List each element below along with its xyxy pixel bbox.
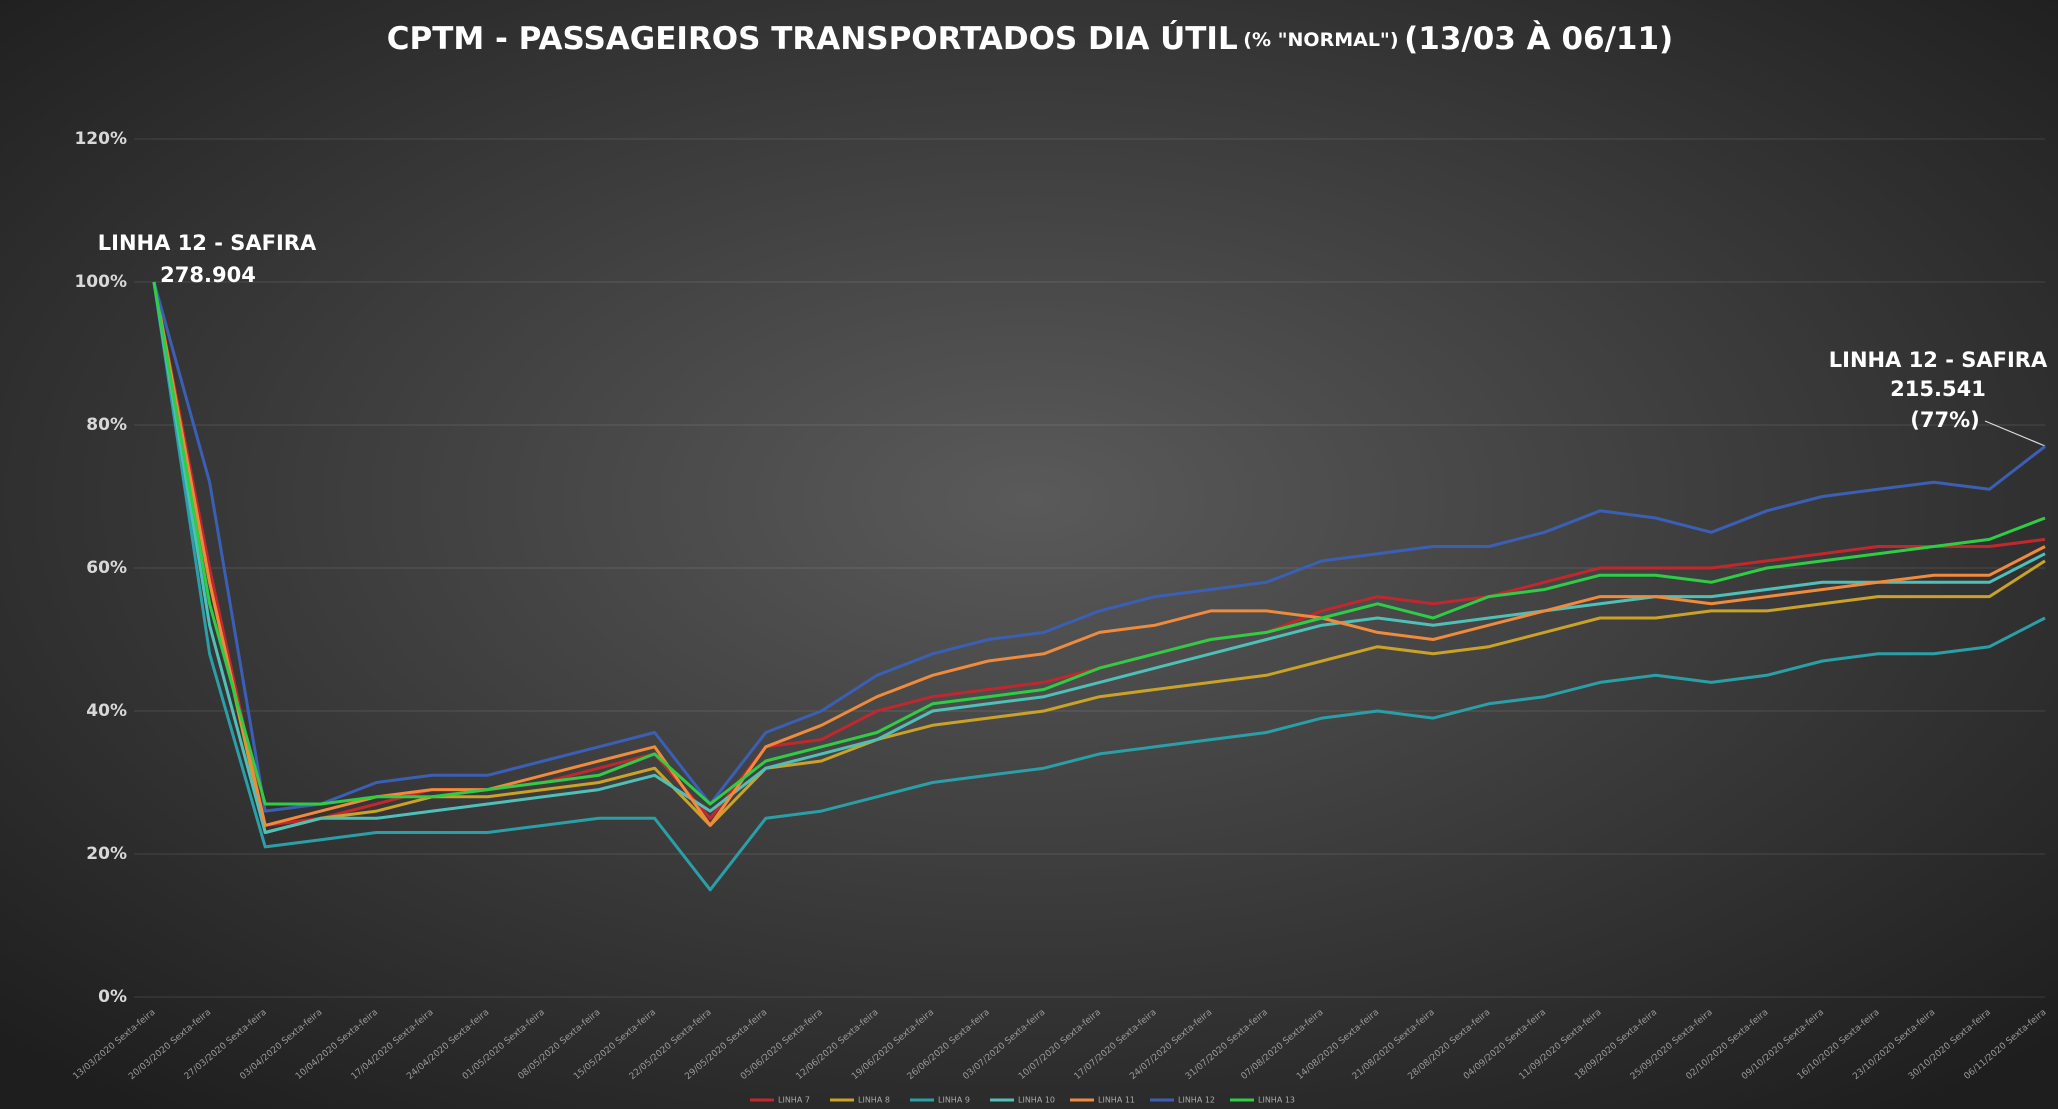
legend-label: LINHA 11 [1098,1096,1135,1105]
title-note: (% "NORMAL") [1243,29,1398,51]
series-line [152,281,2046,892]
annotation-title: LINHA 12 - SAFIRA [1829,348,2048,372]
y-tick-label: 100% [74,272,127,292]
title-main: CPTM - PASSAGEIROS TRANSPORTADOS DIA ÚTI… [387,20,1238,57]
legend-label: LINHA 12 [1178,1096,1215,1105]
annotation-value: 278.904 [160,263,256,287]
annotation-leader [1984,420,2046,447]
legend-label: LINHA 10 [1018,1096,1055,1105]
title-period: (13/03 À 06/11) [1404,21,1673,57]
y-tick-label: 40% [86,701,127,721]
annotation-value: 215.541 [1890,377,1986,401]
annotation-percent: (77%) [1910,408,1979,432]
y-tick-label: 0% [98,987,127,1007]
series-line [152,281,2046,806]
series-line [152,281,2046,834]
annotation-title: LINHA 12 - SAFIRA [98,231,317,255]
series-line [152,281,2046,827]
legend-label: LINHA 13 [1258,1096,1295,1105]
series-line [152,281,2046,834]
legend-label: LINHA 9 [938,1096,970,1105]
y-tick-label: 20% [86,844,127,864]
series-line [152,281,2046,813]
y-tick-label: 60% [86,558,127,578]
legend-label: LINHA 8 [858,1096,890,1105]
y-tick-label: 120% [74,129,127,149]
y-tick-label: 80% [86,415,127,435]
legend-label: LINHA 7 [778,1096,810,1105]
chart-title: CPTM - PASSAGEIROS TRANSPORTADOS DIA ÚTI… [387,20,1673,57]
